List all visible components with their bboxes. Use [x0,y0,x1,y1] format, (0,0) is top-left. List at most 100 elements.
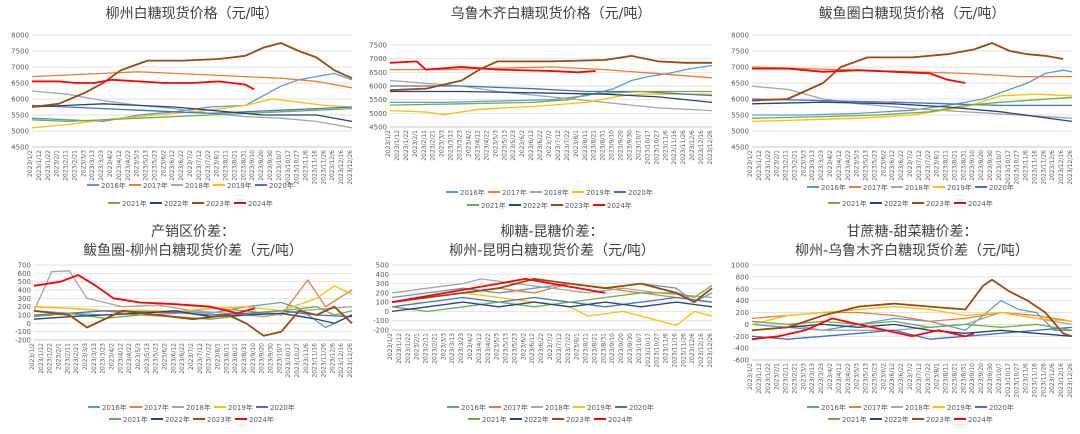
x-tick-label: 2023/4/12 [836,363,843,394]
chart-title-5-2: 柳州-昆明白糖现货价差（元/吨） [449,242,655,259]
x-tick-label: 2023/4/22 [845,363,852,394]
x-tick-label: 2023/2/1 [56,343,63,370]
x-tick-label: 2023/5/13 [144,343,151,374]
x-tick-label: 2023/2/11 [63,150,70,181]
chart-title-2-1: 乌鲁木齐白糖现货价格（元/吨） [451,5,652,22]
x-tick-label: 2023/7/22 [565,333,572,364]
x-tick-label: 2023/8/21 [231,150,238,181]
y-tick-label: -100 [15,328,31,336]
y-tick-label: 800 [736,273,749,281]
chart-panel-3: 鲅鱼圈白糖现货价格（元/吨） 4500 5000 5500 6000 6500 7000 75… [731,5,1074,208]
x-tick-label: 2023/10/7 [635,130,642,161]
legend-label: 2023年 [207,415,232,424]
x-tick-label: 2023/3/13 [91,343,98,374]
x-tick-label: 2023/6/2 [880,363,887,390]
x-tick-label: 2023/3/13 [449,333,456,364]
y-tick-label: 100 [18,312,31,320]
series-line-2020年 [751,98,1072,107]
x-tick-label: 2023/10/7 [276,343,283,374]
legend-label: 2021年 [842,415,867,424]
y-tick-label: 100 [376,299,389,307]
legend-label: 2022年 [523,201,548,210]
series-line-2022年 [751,101,1073,123]
x-tick-label: 2023/7/2 [188,343,195,370]
x-tick-label: 2023/12/16 [698,130,705,165]
legend-label: 2016年 [821,403,846,412]
x-tick-label: 2023/10/17 [285,343,292,378]
legend-label: 2021年 [481,201,506,210]
x-tick-label: 2023/5/23 [510,130,517,161]
x-tick-label: 2023/12/26 [1067,150,1074,185]
legend-label: 2021年 [122,199,147,208]
legend-label: 2017年 [143,181,168,190]
x-tick-label: 2023/1/12 [38,343,45,374]
x-tick-label: 2023/3/23 [818,150,825,181]
legend-label: 2023年 [206,199,231,208]
series-line-2018年 [389,79,713,112]
x-tick-label: 2023/4/2 [467,333,474,360]
x-tick-label: 2023/10/17 [645,333,652,368]
chart-title-6-1: 甘蔗糖-甜菜糖价差： [846,224,977,240]
x-tick-label: 2023/4/12 [836,150,843,181]
x-tick-label: 2023/6/22 [538,333,545,364]
series-line-2019年 [751,305,1073,326]
x-tick-label: 2023/11/6 [663,333,670,364]
x-tick-label: 2023/11/6 [303,150,310,181]
x-tick-label: 2023/4/12 [476,333,483,364]
legend-label: 2016年 [101,181,126,190]
x-tick-label: 2023/9/30 [268,343,275,374]
x-tick-label: 2023/8/31 [241,343,248,374]
series-line-2020年 [31,104,353,115]
series-line-2021年 [389,90,712,106]
x-tick-label: 2023/4/22 [485,333,492,364]
x-tick-label: 2023/12/6 [1049,363,1056,394]
y-tick-label: 200 [376,289,389,297]
x-tick-label: 2023/8/21 [232,343,239,374]
x-tick-label: 2023/1/22 [403,130,410,161]
x-tick-label: 2023/2/1 [774,150,781,177]
x-tick-label: 2023/4/22 [845,150,852,181]
x-tick-label: 2023/11/16 [671,333,678,368]
x-tick-label: 2023/10/17 [644,130,651,165]
x-tick-label: 2023/9/20 [259,343,266,374]
x-tick-label: 2023/7/2 [907,150,914,177]
x-tick-label: 2023/9/30 [627,333,634,364]
x-tick-label: 2023/6/22 [178,150,185,181]
x-tick-label: 2023/1/22 [45,150,52,181]
series-line-2023年 [391,278,713,303]
series-line-2022年 [751,323,1073,337]
y-tick-label: 400 [18,287,31,295]
x-tick-label: 2023/11/26 [321,343,328,378]
x-tick-label: 2023/6/12 [170,343,177,374]
series-line-2024年 [389,60,596,74]
legend-label: 2022年 [884,415,909,424]
series-line-2024年 [391,278,606,303]
series-line-2021年 [33,306,353,320]
legend-label: 2017年 [863,183,888,192]
x-tick-label: 2023/8/11 [943,150,950,181]
x-tick-label: 2023/12/6 [329,150,336,181]
legend-label: 2019年 [586,188,611,197]
x-tick-label: 2023/6/2 [162,343,169,370]
y-tick-label: 0 [745,321,749,329]
x-tick-label: 2023/1/2 [747,363,754,390]
x-tick-label: 2023/1/22 [765,363,772,394]
x-tick-label: 2023/5/23 [871,150,878,181]
legend-label: 2020年 [269,181,294,190]
y-tick-label: 6500 [731,80,749,88]
x-tick-label: 2023/10/7 [636,333,643,364]
x-tick-label: 2023/8/1 [214,150,221,177]
x-tick-label: 2023/6/22 [898,150,905,181]
x-tick-label: 2023/8/1 [573,130,580,157]
y-tick-label: 6000 [11,96,29,104]
series-line-2021年 [751,96,1073,119]
x-tick-label: 2023/6/2 [160,150,167,177]
y-tick-label: 5000 [11,128,29,136]
series-line-2020年 [390,85,713,97]
legend-label: 2018年 [545,403,570,412]
legend-label: 2019年 [228,403,253,412]
series-line-2024年 [751,317,975,341]
x-tick-label: 2023/4/2 [827,363,834,390]
x-tick-label: 2023/2/11 [783,363,790,394]
series-line-2017年 [31,71,353,89]
